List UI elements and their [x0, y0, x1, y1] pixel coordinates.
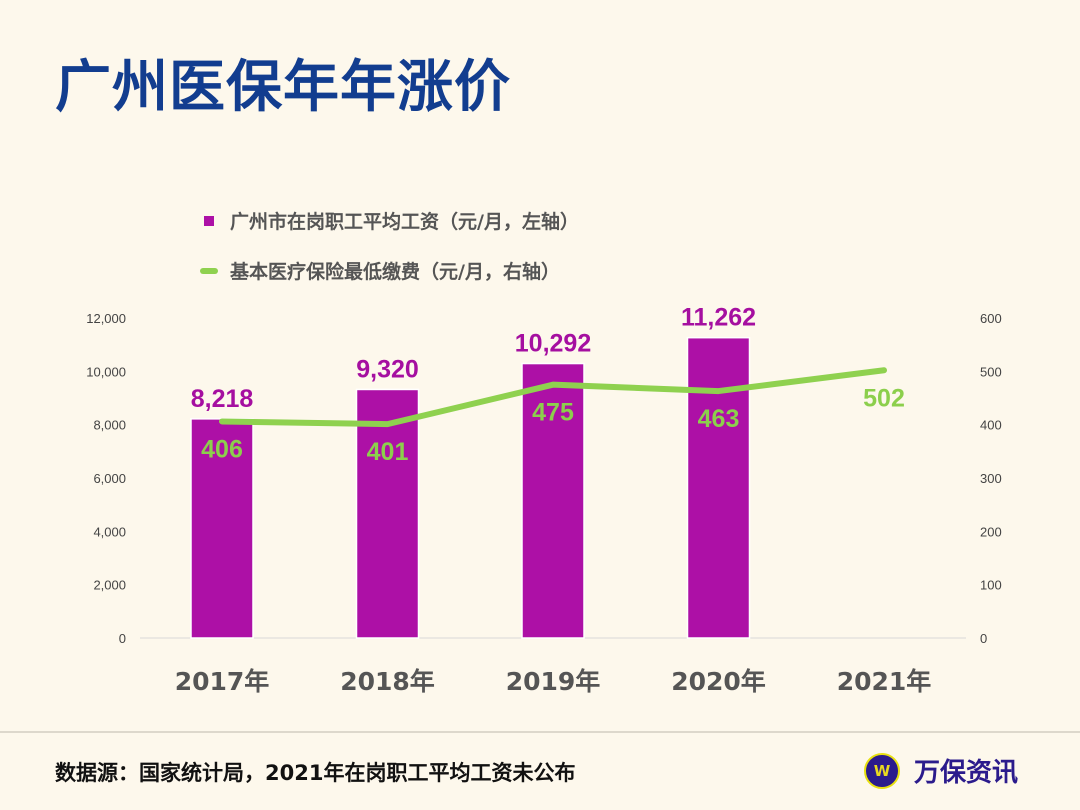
- legend-line-swatch: [200, 267, 218, 274]
- left-axis-tick-label: 2,000: [93, 578, 126, 593]
- legend-item-insurance: 基本医疗保险最低缴费（元/月，右轴）: [200, 257, 560, 284]
- right-axis-tick-label: 100: [980, 578, 1002, 593]
- right-axis-tick-label: 500: [980, 364, 1002, 379]
- brand-name: 万保资讯: [914, 758, 1019, 788]
- legend-label: 广州市在岗职工平均工资（元/月，左轴）: [230, 211, 579, 233]
- page-title: 广州医保年年涨价: [55, 55, 511, 120]
- brand: W 万保资讯: [864, 752, 1018, 789]
- right-axis-tick-label: 600: [980, 311, 1002, 326]
- line-data-label: 475: [532, 399, 574, 427]
- bar: [355, 388, 420, 639]
- left-axis-tick-label: 6,000: [93, 471, 126, 486]
- left-axis-tick-label: 8,000: [93, 418, 126, 433]
- insurance-line: [219, 367, 887, 428]
- bar-data-label: 9,320: [356, 355, 419, 383]
- bar-data-label: 8,218: [191, 385, 254, 413]
- right-axis-tick-label: 400: [980, 418, 1002, 433]
- line-data-label: 502: [863, 384, 905, 412]
- bar-data-label: 10,292: [515, 330, 591, 358]
- x-axis-tick-label: 2018年: [340, 667, 435, 696]
- legend-label: 基本医疗保险最低缴费（元/月，右轴）: [230, 261, 560, 283]
- bar: [686, 336, 751, 639]
- x-axis-tick-label: 2019年: [506, 667, 601, 696]
- line-data-label: 406: [201, 435, 243, 463]
- footer-divider: [0, 731, 1080, 733]
- right-axis-tick-label: 200: [980, 524, 1002, 539]
- left-axis-tick-label: 10,000: [86, 364, 126, 379]
- left-axis-tick-label: 0: [119, 631, 126, 646]
- left-axis-tick-label: 4,000: [93, 524, 126, 539]
- x-axis-tick-label: 2017年: [175, 667, 270, 696]
- data-source-note: 数据源：国家统计局，2021年在岗职工平均工资未公布: [55, 761, 576, 785]
- line-data-label: 463: [698, 405, 740, 433]
- left-axis-tick-label: 12,000: [86, 311, 126, 326]
- combo-chart: 0 2,000 4,000 6,000 8,000 10,000 12,000 0 100 200…: [86, 304, 1002, 696]
- bar-data-label: 11,262: [681, 304, 756, 332]
- right-axis-tick-label: 0: [980, 631, 987, 646]
- brand-logo: W: [864, 752, 900, 789]
- line-data-label: 401: [367, 438, 409, 466]
- x-axis-tick-label: 2021年: [837, 667, 932, 696]
- legend-item-wage: 广州市在岗职工平均工资（元/月，左轴）: [200, 207, 579, 234]
- bar: [190, 418, 254, 639]
- legend-bar-swatch: [204, 215, 214, 226]
- x-axis-tick-label: 2020年: [671, 667, 766, 696]
- right-axis-tick-label: 300: [980, 471, 1002, 486]
- bar: [521, 362, 585, 639]
